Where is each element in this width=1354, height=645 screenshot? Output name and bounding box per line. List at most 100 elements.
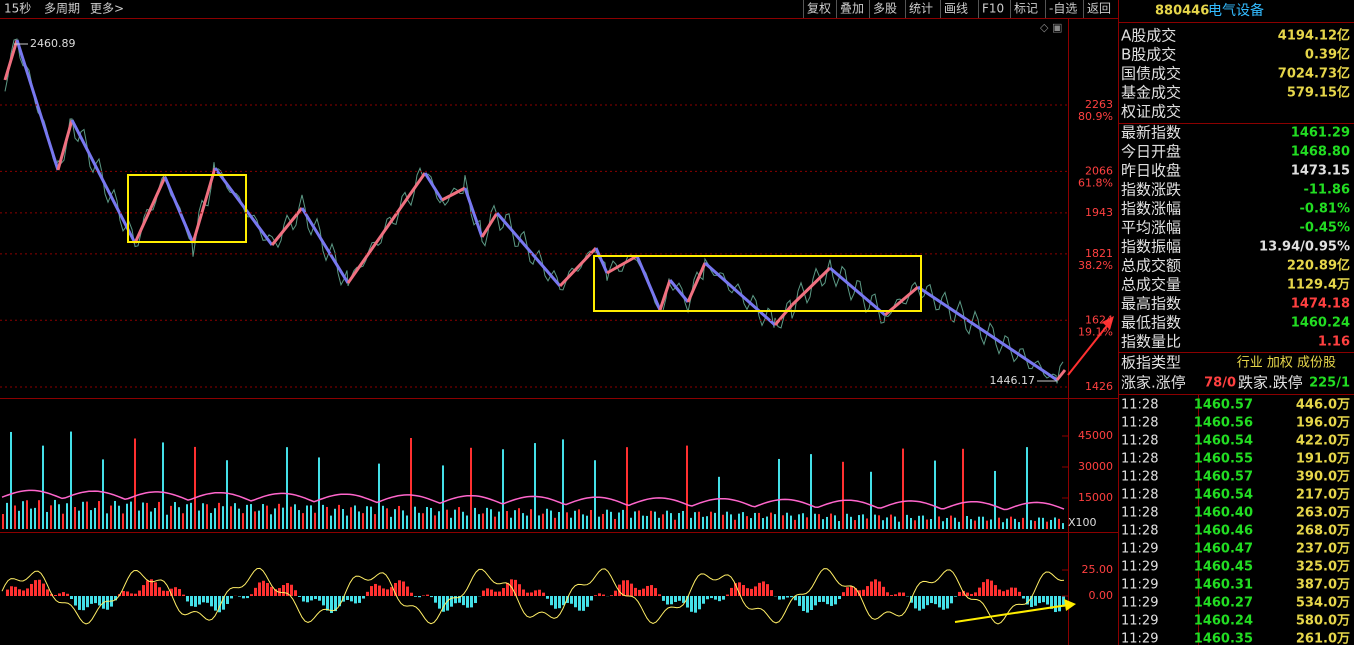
- volume-bar-decor: [82, 501, 84, 529]
- volume-bar-decor: [214, 508, 216, 529]
- volume-bar-decor: [938, 516, 940, 529]
- macd-bar-decor: [874, 579, 877, 596]
- macd-bar-decor: [578, 596, 581, 611]
- volume-bar-decor: [66, 503, 68, 529]
- macd-bar-decor: [778, 596, 781, 600]
- toolbar-button[interactable]: 返回: [1087, 2, 1111, 16]
- macd-bar-decor: [810, 596, 813, 611]
- macd-bar-decor: [770, 590, 773, 596]
- trade-price: 1460.24: [1194, 614, 1253, 629]
- toolbar-item[interactable]: 更多>: [90, 2, 124, 16]
- toolbar-item[interactable]: 15秒: [4, 2, 31, 16]
- macd-bar-decor: [914, 596, 917, 609]
- macd-bar-decor: [550, 596, 553, 606]
- volume-bar-decor: [838, 521, 840, 529]
- wave-segment: [3, 39, 19, 81]
- toolbar-button[interactable]: 统计: [909, 2, 933, 16]
- macd-bar-decor: [242, 596, 245, 599]
- volume-bar-decor: [626, 447, 628, 529]
- volume-bar-decor: [602, 513, 604, 529]
- wave-segment: [133, 176, 167, 244]
- toolbar-button[interactable]: 叠加: [840, 2, 864, 16]
- toolbar-button[interactable]: F10: [982, 2, 1004, 16]
- volume-bar-decor: [546, 508, 548, 529]
- volume-bar-decor: [302, 513, 304, 529]
- volume-bar-decor: [406, 515, 408, 529]
- macd-tick-label: 25.00: [1082, 563, 1114, 576]
- volume-bar-decor: [178, 507, 180, 529]
- volume-bar-decor: [510, 517, 512, 529]
- macd-bar-decor: [686, 596, 689, 608]
- trade-volume: 387.0万: [1296, 578, 1350, 593]
- volume-bar-decor: [478, 514, 480, 529]
- macd-bar-decor: [430, 596, 433, 598]
- volume-bar-decor: [1010, 516, 1012, 529]
- stat-label: B股成交: [1121, 46, 1176, 64]
- macd-bar-decor: [846, 587, 849, 596]
- volume-bar-decor: [962, 448, 964, 529]
- price-tick-pct: 38.2%: [1078, 259, 1113, 272]
- macd-bar-decor: [866, 586, 869, 596]
- volume-bar-decor: [378, 463, 380, 529]
- volume-bar-decor: [474, 507, 476, 529]
- macd-bar-decor: [202, 596, 205, 603]
- toolbar-button[interactable]: 复权: [807, 2, 831, 16]
- board-label: 板指类型: [1121, 354, 1181, 372]
- macd-bar-decor: [658, 594, 661, 596]
- trade-price: 1460.57: [1194, 470, 1253, 485]
- macd-bar-decor: [574, 596, 577, 608]
- volume-bar-decor: [954, 517, 956, 529]
- volume-bar-decor: [426, 507, 428, 529]
- wave-segment: [191, 167, 217, 244]
- macd-bar-decor: [402, 581, 405, 596]
- volume-bar-decor: [678, 513, 680, 529]
- volume-bar-decor: [74, 507, 76, 529]
- macd-bar-decor: [6, 589, 9, 596]
- toolbar-button[interactable]: 标记: [1014, 2, 1038, 16]
- volume-bar-decor: [134, 438, 136, 529]
- macd-bar-decor: [274, 589, 277, 596]
- stat-value: -0.45%: [1300, 221, 1351, 236]
- decoration: [1, 431, 1065, 625]
- volume-bar-decor: [542, 513, 544, 529]
- volume-bar-decor: [922, 515, 924, 529]
- macd-bar-decor: [798, 596, 801, 606]
- macd-bar-decor: [310, 596, 313, 601]
- macd-bar-decor: [158, 587, 161, 596]
- icon[interactable]: ◇ ▣: [1040, 21, 1062, 34]
- macd-bar-decor: [826, 596, 829, 605]
- macd-bar-decor: [558, 596, 561, 609]
- volume-bar-decor: [242, 513, 244, 529]
- macd-bar-decor: [434, 596, 437, 603]
- macd-bar-decor: [858, 590, 861, 596]
- volume-bar-decor: [582, 514, 584, 529]
- trade-price: 1460.54: [1194, 434, 1253, 449]
- volume-bar-decor: [590, 509, 592, 529]
- volume-bar-decor: [146, 502, 148, 529]
- macd-bar-decor: [806, 596, 809, 613]
- macd-bar-decor: [246, 596, 249, 599]
- macd-bar-decor: [742, 585, 745, 596]
- macd-bar-decor: [38, 579, 41, 596]
- macd-bar-decor: [386, 589, 389, 596]
- volume-bar-decor: [1054, 517, 1056, 529]
- macd-bar-decor: [842, 592, 845, 596]
- macd-bar-decor: [978, 587, 981, 596]
- macd-bar-decor: [746, 588, 749, 596]
- toolbar-button[interactable]: -自选: [1049, 2, 1077, 16]
- toolbar-item[interactable]: 多周期: [44, 2, 80, 16]
- volume-bar-decor: [726, 511, 728, 529]
- wave-segment: [441, 186, 466, 202]
- toolbar-button[interactable]: 画线: [944, 2, 968, 16]
- volume-bar-decor: [574, 510, 576, 529]
- macd-bar-decor: [306, 596, 309, 603]
- stat-label: 基金成交: [1121, 84, 1181, 102]
- macd-bar-decor: [74, 596, 77, 606]
- trade-time: 11:29: [1121, 560, 1158, 575]
- toolbar-button[interactable]: 多股: [873, 2, 897, 16]
- macd-bar-decor: [458, 596, 461, 603]
- macd-bar-decor: [690, 596, 693, 612]
- volume-bar-decor: [914, 520, 916, 529]
- volume-bar-decor: [1042, 517, 1044, 529]
- volume-bar-decor: [290, 506, 292, 529]
